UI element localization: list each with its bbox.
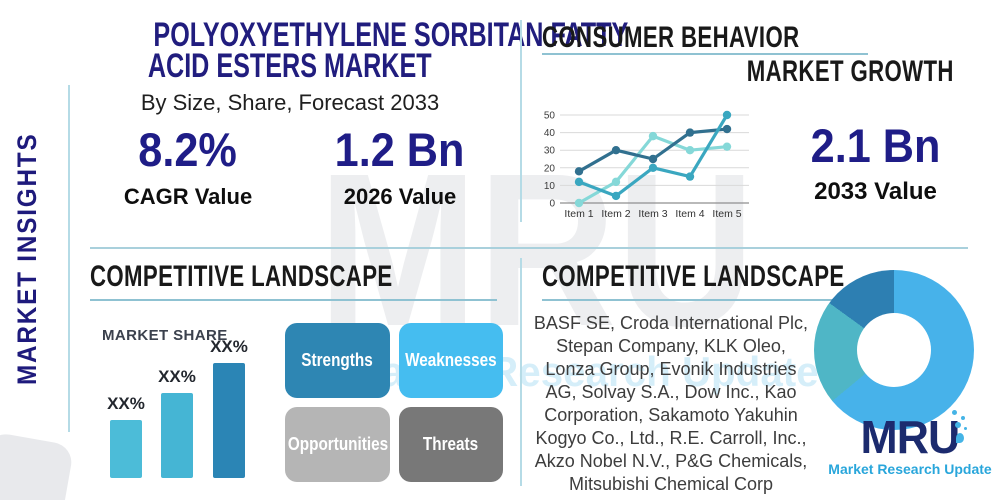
title-line-1: POLYOXYETHYLENE SORBITAN FATTY <box>153 16 629 54</box>
market-growth-heading: MARKET GROWTH <box>746 55 954 88</box>
companies-panel-divider <box>520 258 522 486</box>
swot-grid: Strengths Weaknesses Opportunities Threa… <box>285 323 503 482</box>
donut-hole <box>857 313 931 387</box>
competitive-landscape-right-underline <box>542 299 870 301</box>
svg-text:20: 20 <box>544 163 556 174</box>
consumer-behavior-panel-divider <box>520 20 522 222</box>
stat-2026-label: 2026 Value <box>343 184 457 209</box>
logo-splash-dot <box>964 427 967 430</box>
logo-splash-drop <box>956 433 964 443</box>
consumer-behavior-heading: CONSUMER BEHAVIOR <box>542 21 800 54</box>
svg-text:Item 5: Item 5 <box>712 208 741 220</box>
main-horizontal-divider <box>90 247 968 249</box>
consumer-behavior-line-chart: 0 10 20 30 40 50 Item 1 Item 2 Item 3 Item 4 Item … <box>544 111 749 220</box>
swot-tile-opportunities: Opportunities <box>285 407 390 482</box>
company-share-donut-chart <box>814 270 974 430</box>
svg-text:30: 30 <box>544 146 556 157</box>
svg-text:0: 0 <box>549 199 555 210</box>
stat-cagr: 8.2% CAGR Value <box>88 122 288 210</box>
swot-tile-threats: Threats <box>399 407 503 482</box>
mru-logo: MRU Market Research Update <box>822 410 998 477</box>
logo-splash-dot <box>961 416 965 420</box>
logo-splash-dot <box>955 422 961 428</box>
svg-text:40: 40 <box>544 128 556 139</box>
market-share-chart-title: MARKET SHARE <box>102 327 228 344</box>
svg-text:Item 4: Item 4 <box>675 208 704 220</box>
stat-2026: 1.2 Bn 2026 Value <box>300 122 500 210</box>
company-list: BASF SE, Croda International Plc, Stepan… <box>533 313 809 494</box>
competitive-landscape-left-underline <box>90 299 497 301</box>
swot-tile-strengths: Strengths <box>285 323 390 398</box>
page-subtitle: By Size, Share, Forecast 2033 <box>140 90 440 115</box>
stat-2033: 2.1 Bn 2033 Value <box>788 118 963 206</box>
market-insights-vertical-label: MARKET INSIGHTS <box>12 132 42 386</box>
bar-value-label: XX% <box>107 394 145 413</box>
competitive-landscape-left-heading: COMPETITIVE LANDSCAPE <box>90 260 393 293</box>
stat-cagr-label: CAGR Value <box>123 184 253 209</box>
svg-text:Item 3: Item 3 <box>638 208 667 220</box>
bar-value-label: XX% <box>210 337 248 356</box>
stat-2033-value: 2.1 Bn <box>810 119 941 172</box>
svg-text:Item 2: Item 2 <box>601 208 630 220</box>
competitive-landscape-right-heading: COMPETITIVE LANDSCAPE <box>542 260 845 293</box>
stat-2033-label: 2033 Value <box>814 178 937 205</box>
svg-text:10: 10 <box>544 181 556 192</box>
logo-splash-dot <box>952 410 957 415</box>
consumer-behavior-underline <box>542 53 868 55</box>
market-share-bar-chart: XX% XX% XX% <box>95 333 270 478</box>
market-share-bar <box>110 420 142 478</box>
bar-value-label: XX% <box>158 367 196 386</box>
page-title: POLYOXYETHYLENE SORBITAN FATTY ACID ESTE… <box>70 18 628 85</box>
svg-text:Item 1: Item 1 <box>564 208 593 220</box>
mru-logo-tagline: Market Research Update <box>828 461 992 477</box>
watermark-corner-blob <box>0 431 75 500</box>
title-line-2: ACID ESTERS MARKET <box>148 47 432 85</box>
svg-text:50: 50 <box>544 111 556 122</box>
market-share-bar <box>213 363 245 478</box>
stat-cagr-value: 8.2% <box>138 123 238 176</box>
left-rail-divider <box>68 85 70 432</box>
stat-2026-value: 1.2 Bn <box>335 123 465 176</box>
mru-logo-text: MRU <box>860 411 961 463</box>
market-share-bar <box>161 393 193 478</box>
swot-tile-weaknesses: Weaknesses <box>399 323 503 398</box>
